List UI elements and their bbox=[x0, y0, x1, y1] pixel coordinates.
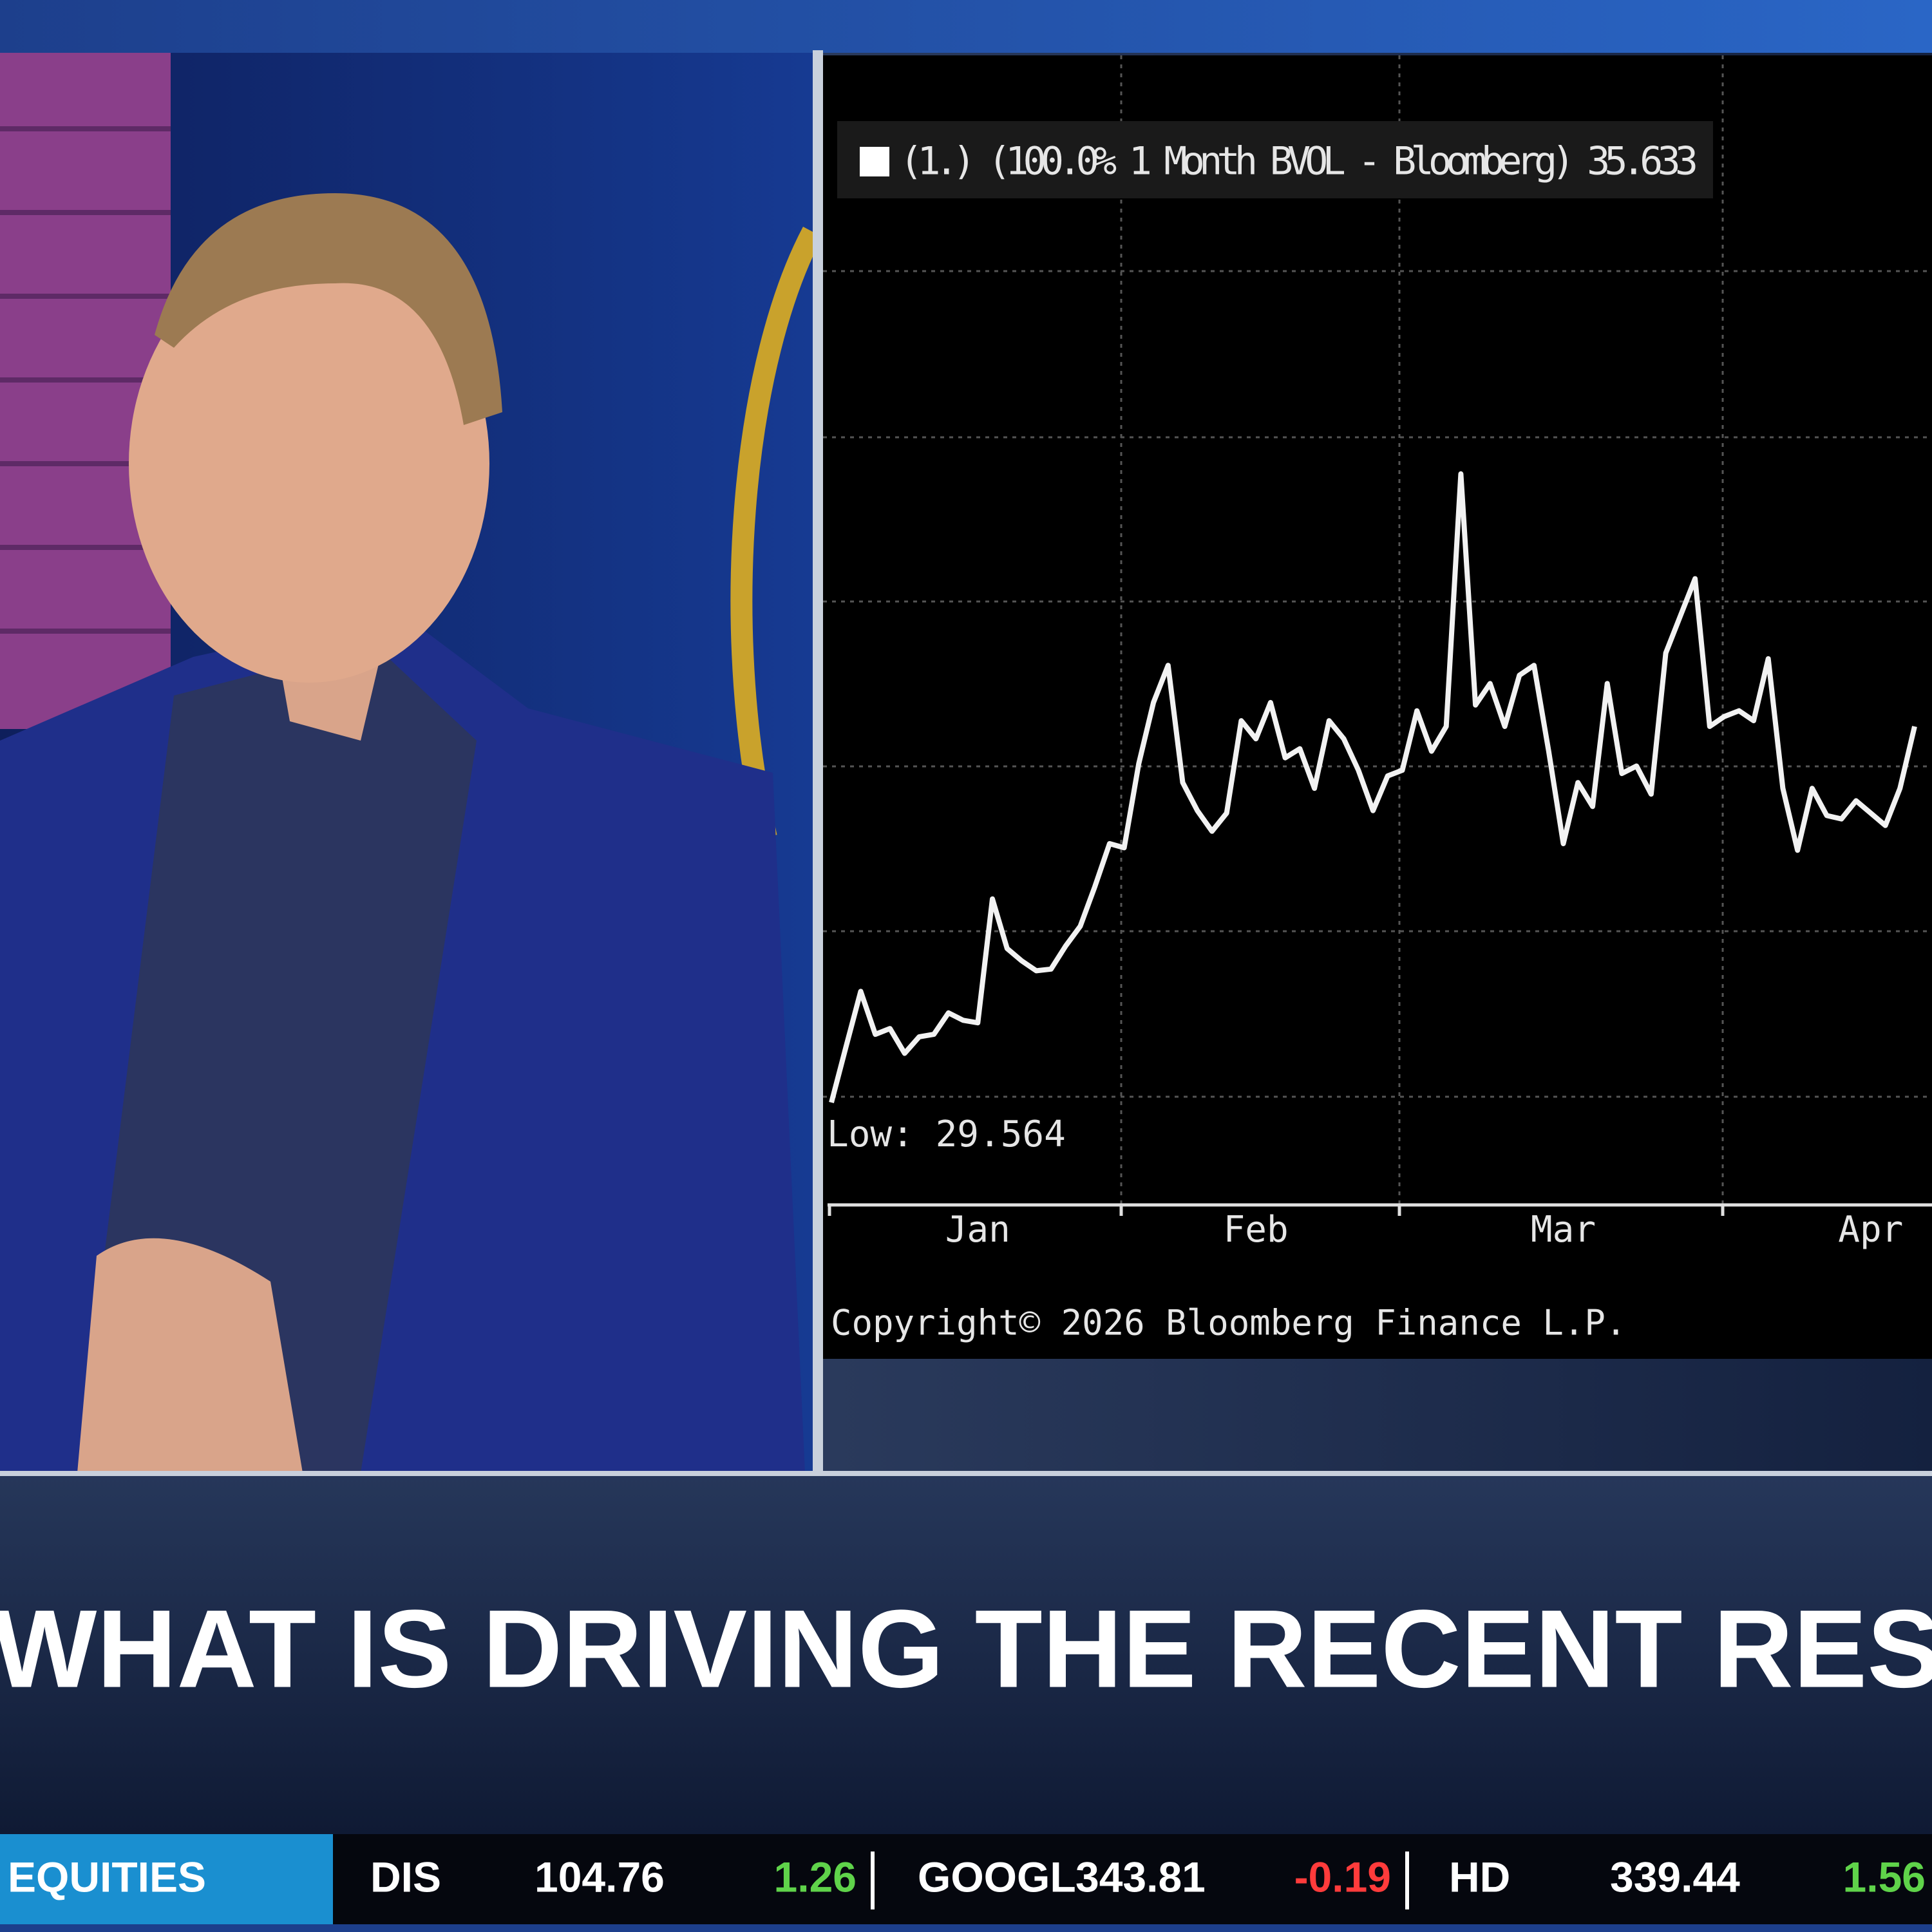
legend-entry: (1.) (100.0% 1 Month BVOL - Bloomberg) 3… bbox=[900, 139, 1698, 184]
x-tick-label: Mar bbox=[1531, 1209, 1596, 1251]
ticker-change: -0.19 bbox=[1294, 1853, 1391, 1900]
divider bbox=[813, 50, 823, 1473]
ticker-items: DIS 104.76 1.26 GOOGL 343.81 -0.19 HD 339.44 1.5… bbox=[370, 1852, 1926, 1909]
x-tick-label: Jan bbox=[945, 1209, 1010, 1251]
ticker-label-box bbox=[0, 1834, 333, 1924]
ticker-separator bbox=[871, 1852, 875, 1909]
ticker-price: 343.81 bbox=[1075, 1853, 1206, 1900]
x-tick-label: Apr bbox=[1838, 1209, 1903, 1251]
ticker-change: 1.26 bbox=[774, 1853, 857, 1900]
grid bbox=[823, 55, 1932, 1204]
x-axis bbox=[828, 1203, 1932, 1216]
ticker-price: 104.76 bbox=[535, 1853, 665, 1900]
frame-line bbox=[0, 1471, 1932, 1476]
ticker-symbol: DIS bbox=[370, 1853, 441, 1900]
legend-box bbox=[837, 121, 1713, 198]
ticker-price: 339.44 bbox=[1610, 1853, 1740, 1900]
video-feed bbox=[0, 53, 823, 1473]
ticker-label: EQUITIES bbox=[8, 1853, 206, 1900]
plot: Jan Feb Mar Apr bbox=[829, 471, 1917, 1251]
bottom-band bbox=[0, 1924, 1932, 1932]
top-band bbox=[0, 0, 1932, 53]
line-series bbox=[829, 471, 1917, 1104]
annotation: Low: 29.564 bbox=[827, 1113, 1066, 1155]
ticker-change: 1.56 bbox=[1843, 1853, 1926, 1900]
legend-swatch bbox=[860, 147, 889, 176]
x-tick-label: Feb bbox=[1224, 1209, 1289, 1251]
ticker-symbol: HD bbox=[1449, 1853, 1510, 1900]
ticker-separator bbox=[1405, 1852, 1409, 1909]
chart-panel bbox=[823, 55, 1932, 1359]
headline: WHAT IS DRIVING THE RECENT RESET IN V bbox=[0, 1587, 1932, 1710]
copyright: Copyright© 2026 Bloomberg Finance L.P. bbox=[831, 1303, 1626, 1343]
ticker-symbol: GOOGL bbox=[918, 1853, 1076, 1900]
lower-third bbox=[0, 1476, 1932, 1834]
